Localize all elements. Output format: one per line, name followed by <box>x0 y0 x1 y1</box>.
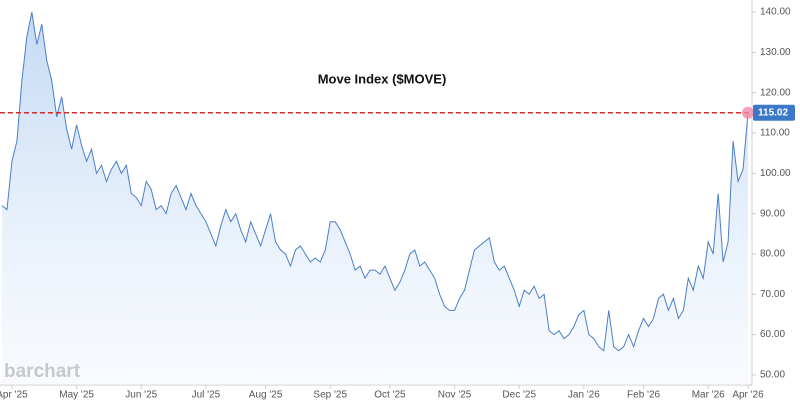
x-tick-label: Jun '25 <box>125 390 157 400</box>
x-tick-label: Feb '26 <box>627 390 660 400</box>
y-tick-label: 100.00 <box>760 168 791 179</box>
chart-title: Move Index ($MOVE) <box>318 71 447 86</box>
y-tick-label: 140.00 <box>760 7 791 18</box>
y-tick-label: 120.00 <box>760 87 791 98</box>
x-tick-label: Aug '25 <box>249 390 283 400</box>
y-tick-label: 60.00 <box>760 329 785 340</box>
y-tick-label: 50.00 <box>760 370 785 381</box>
y-tick-label: 110.00 <box>760 128 790 139</box>
y-tick-label: 70.00 <box>760 289 785 300</box>
last-value-box <box>753 104 795 121</box>
line <box>1 11 749 352</box>
x-tick-label: Dec '25 <box>502 390 536 400</box>
last-point-marker <box>742 106 754 119</box>
x-tick-label: Apr '26 <box>732 390 764 400</box>
x-tick-label: Nov '25 <box>438 390 472 400</box>
line-area <box>2 12 748 386</box>
y-tick-label: 80.00 <box>760 249 785 260</box>
y-tick-label: 130.00 <box>760 47 791 58</box>
last-value-label: 115.02 <box>758 107 788 118</box>
y-tick-label: 90.00 <box>760 208 785 219</box>
x-tick-label: Oct '25 <box>374 390 406 400</box>
x-tick-label: Mar '26 <box>692 390 725 400</box>
x-tick-label: Jan '26 <box>568 390 600 400</box>
x-tick-label: Jul '25 <box>192 390 221 400</box>
x-tick-label: Sep '25 <box>313 390 347 400</box>
x-tick-label: May '25 <box>59 390 94 400</box>
x-tick-label: Apr '25 <box>0 390 28 400</box>
